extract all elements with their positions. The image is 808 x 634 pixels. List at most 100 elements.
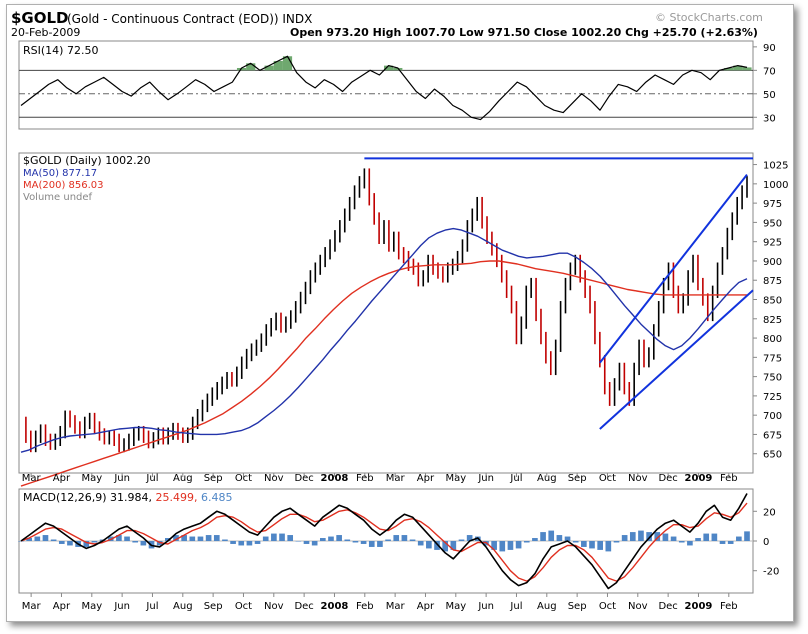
x-axis-label: Mar — [22, 601, 42, 612]
ma200-line — [20, 260, 747, 487]
price-axis-tick-label: 775 — [763, 353, 782, 364]
macd-histogram-bar — [711, 533, 718, 541]
x-axis-label: Nov — [264, 473, 284, 484]
macd-histogram-bar — [670, 536, 677, 541]
macd-histogram-bar — [360, 541, 367, 544]
macd-histogram-bar — [295, 541, 302, 542]
chart-symbol: $GOLD — [11, 9, 69, 27]
macd-histogram-bar — [589, 541, 595, 549]
macd-histogram-bar — [271, 533, 277, 541]
x-axis-label: May — [445, 601, 466, 612]
x-axis-label: 2008 — [321, 601, 349, 612]
macd-histogram-bar — [377, 541, 383, 547]
rsi-panel: RSI(14) 72.50 — [18, 40, 754, 130]
x-axis-label: Apr — [417, 601, 435, 612]
x-axis-label: May — [81, 473, 102, 484]
macd-legend: MACD(12,26,9) 31.984, 25.499, 6.485 — [23, 491, 233, 504]
macd-histogram-bar — [319, 538, 326, 541]
macd-histogram-bar — [678, 541, 685, 543]
macd-histogram-bar — [205, 535, 212, 541]
rsi-overbought-fill — [282, 56, 293, 71]
x-axis-label: Feb — [720, 601, 738, 612]
chart-frame: $GOLD (Gold - Continuous Contract (EOD))… — [6, 4, 794, 622]
macd-histogram-bar — [116, 535, 122, 541]
rsi-overbought-fill — [733, 65, 743, 71]
x-axis-label: Oct — [235, 601, 252, 612]
macd-axis-tick-label: 20 — [763, 507, 776, 518]
macd-histogram-bar — [393, 535, 400, 541]
x-axis-label: Apr — [53, 473, 71, 484]
x-axis-label: Feb — [356, 473, 374, 484]
x-axis-label: Dec — [658, 473, 677, 484]
x-axis-label: Jul — [509, 601, 522, 612]
macd-histogram-bar — [222, 539, 228, 541]
macd-histogram-bar — [67, 541, 73, 546]
macd-histogram-bar — [613, 541, 620, 543]
rsi-overbought-fill — [393, 67, 403, 71]
x-axis-label: May — [81, 601, 102, 612]
macd-histogram-bar — [629, 532, 636, 541]
macd-histogram-bar — [197, 536, 204, 541]
macd-histogram-bar — [173, 535, 179, 541]
macd-histogram-bar — [499, 541, 506, 552]
macd-histogram-bar — [687, 541, 693, 546]
ma50-line — [20, 227, 748, 453]
macd-histogram-bar — [605, 541, 612, 552]
macd-line — [20, 493, 748, 590]
macd-histogram-bar — [238, 541, 245, 546]
x-axis-label: Dec — [294, 473, 313, 484]
macd-histogram-bar — [703, 533, 710, 541]
price-axis-tick-label: 700 — [763, 411, 782, 422]
macd-histogram-bar — [165, 538, 171, 541]
macd-axis-tick-label: 0 — [763, 537, 769, 548]
chart-svg: RSI(14) 72.50 $GOLD (Daily) 1002.20 MA(5… — [18, 40, 788, 612]
price-axis-tick-label: 1000 — [763, 180, 788, 191]
macd-histogram-bar — [230, 541, 236, 544]
x-axis-label: Apr — [417, 473, 435, 484]
macd-histogram-bar — [303, 541, 310, 544]
price-panel: $GOLD (Daily) 1002.20 MA(50) 877.17 MA(2… — [18, 152, 754, 474]
price-axis-tick-label: 950 — [763, 218, 782, 229]
macd-histogram-bar — [654, 532, 661, 541]
x-axis-label: Jun — [477, 473, 494, 484]
macd-legend-name: MACD(12,26,9) 31.984, — [23, 491, 152, 504]
rsi-line — [20, 55, 748, 121]
ma200-legend: MA(200) 856.03 — [23, 180, 104, 191]
macd-axis-tick-label: -20 — [763, 567, 779, 578]
x-axis-label: Mar — [386, 473, 406, 484]
macd-histogram-bar — [491, 541, 497, 550]
macd-histogram-bar — [279, 533, 285, 541]
macd-histogram-bar — [246, 541, 253, 546]
macd-histogram-bar — [442, 541, 449, 552]
macd-legend-hist: 6.485 — [201, 491, 233, 504]
price-axis-tick-label: 675 — [763, 430, 782, 441]
macd-histogram-bar — [744, 531, 750, 541]
price-axis-tick-label: 850 — [763, 296, 782, 307]
macd-histogram-bar — [213, 535, 220, 541]
macd-histogram-bar — [597, 541, 603, 550]
channel-lower-line — [599, 289, 754, 430]
x-axis-label: Jul — [145, 601, 158, 612]
macd-histogram-bar — [91, 541, 98, 543]
rsi-axis-tick-label: 30 — [763, 113, 776, 124]
price-axis-tick-label: 925 — [763, 238, 782, 249]
price-axis-tick-label: 975 — [763, 199, 782, 210]
macd-histogram-bar — [401, 535, 408, 541]
rsi-axis-tick-label: 70 — [763, 66, 776, 77]
rsi-panel-border — [18, 40, 754, 130]
macd-histogram-bar — [532, 538, 538, 541]
rsi-legend: RSI(14) 72.50 — [23, 44, 98, 57]
macd-signal-line — [20, 502, 748, 582]
x-axis-label: Jul — [145, 473, 158, 484]
rsi-axis-tick-label: 50 — [763, 90, 776, 101]
macd-histogram-bar — [736, 536, 742, 541]
x-axis-label: 2008 — [321, 473, 349, 484]
x-axis-label: Feb — [720, 473, 738, 484]
x-axis-label: Nov — [628, 601, 648, 612]
macd-histogram-bar — [540, 532, 546, 541]
macd-histogram-bar — [132, 541, 139, 543]
macd-histogram-bar — [336, 535, 342, 541]
macd-histogram-bar — [695, 538, 701, 541]
x-axis-label: Jun — [477, 601, 494, 612]
volume-legend: Volume undef — [23, 192, 93, 203]
